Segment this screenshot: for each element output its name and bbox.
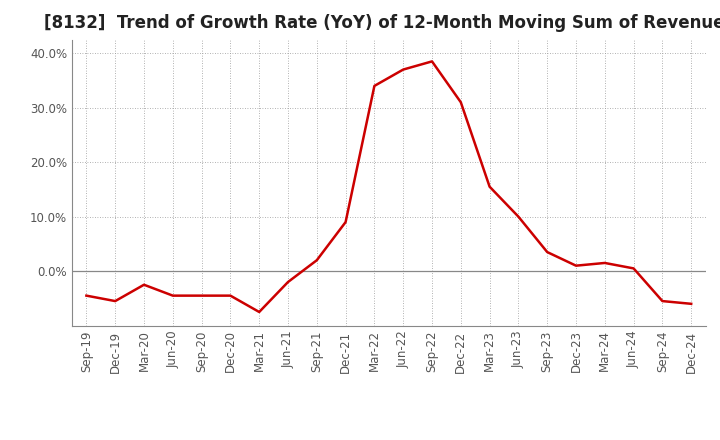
Title: [8132]  Trend of Growth Rate (YoY) of 12-Month Moving Sum of Revenues: [8132] Trend of Growth Rate (YoY) of 12-…: [44, 15, 720, 33]
